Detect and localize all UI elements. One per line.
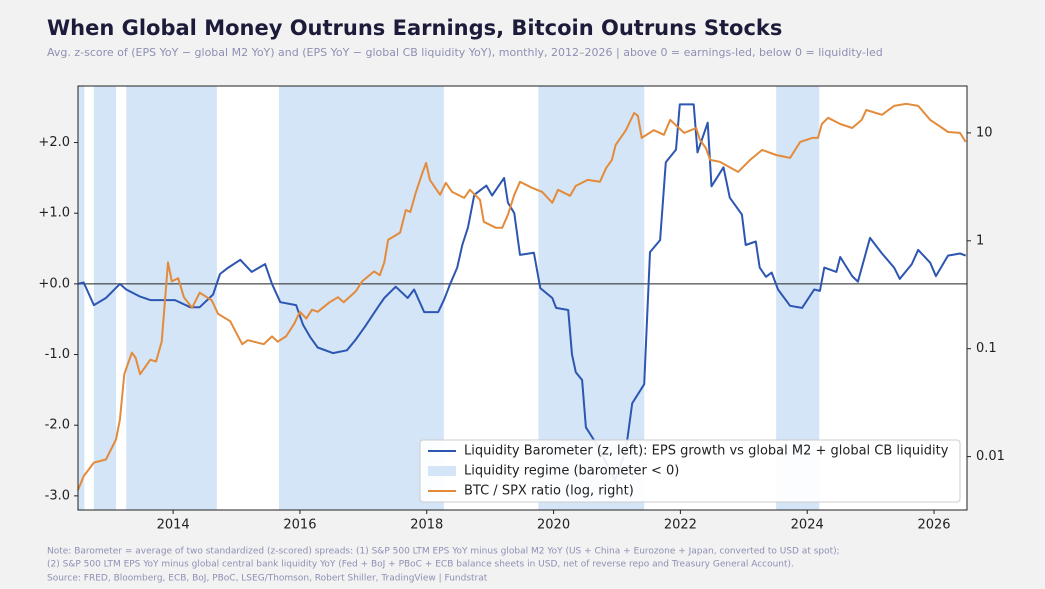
series-line — [77, 102, 967, 491]
series-line — [77, 103, 967, 482]
legend-label: BTC / SPX ratio (log, right) — [464, 484, 634, 499]
y-tick-label: +0.0 — [38, 276, 70, 291]
y-tick-label: -3.0 — [45, 488, 70, 503]
x-tick-label: 2020 — [537, 518, 570, 533]
regime-band — [78, 86, 85, 510]
x-tick-label: 2026 — [917, 518, 950, 533]
legend-label: Liquidity Barometer (z, left): EPS growt… — [464, 444, 949, 459]
x-tick-label: 2024 — [791, 518, 824, 533]
y2-tick-label: 1 — [976, 233, 984, 248]
regime-band — [126, 86, 217, 510]
legend-label: Liquidity regime (barometer < 0) — [464, 464, 679, 479]
legend-box — [419, 439, 961, 503]
legend-swatch — [428, 466, 456, 476]
footnote: Note: Barometer = average of two standar… — [47, 547, 840, 557]
chart-subtitle: Avg. z-score of (EPS YoY − global M2 YoY… — [47, 46, 883, 59]
y-tick-label: -2.0 — [45, 418, 70, 433]
footnote: Source: FRED, Bloomberg, ECB, BoJ, PBoC,… — [47, 574, 488, 584]
footnote: (2) S&P 500 LTM EPS YoY minus global cen… — [47, 560, 794, 570]
y-tick-label: -1.0 — [45, 347, 70, 362]
y2-tick-label: 0.1 — [976, 341, 997, 356]
chart-title: When Global Money Outruns Earnings, Bitc… — [47, 16, 782, 40]
y-tick-label: +1.0 — [38, 206, 70, 221]
legend: Liquidity Barometer (z, left): EPS growt… — [419, 439, 961, 503]
y2-tick-label: 10 — [976, 125, 993, 140]
x-tick-label: 2014 — [157, 518, 190, 533]
x-tick-label: 2018 — [410, 518, 443, 533]
plot-frame — [77, 85, 968, 511]
y2-tick-label: 0.01 — [976, 449, 1005, 464]
y-tick-label: +2.0 — [38, 135, 70, 150]
x-tick-label: 2022 — [664, 518, 697, 533]
x-tick-label: 2016 — [283, 518, 316, 533]
regime-band — [279, 86, 444, 510]
